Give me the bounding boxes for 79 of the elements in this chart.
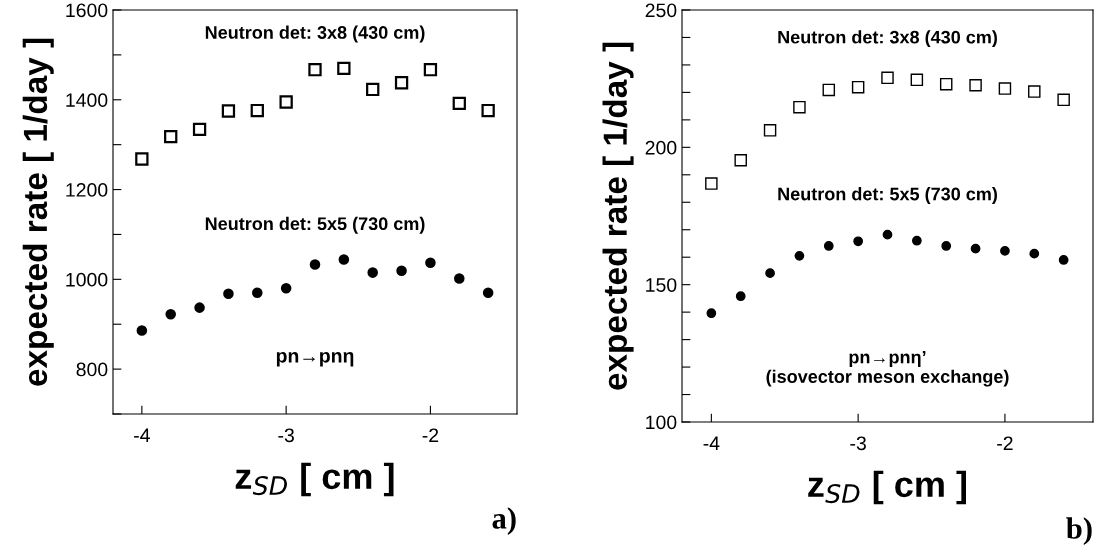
point xyxy=(454,273,465,284)
x-tick-label: -4 xyxy=(703,436,720,450)
point xyxy=(452,96,466,111)
point xyxy=(482,287,494,299)
point xyxy=(135,152,149,166)
point xyxy=(706,308,717,319)
point xyxy=(396,265,407,277)
point xyxy=(192,122,207,137)
point xyxy=(425,257,436,268)
point xyxy=(280,283,292,294)
x-tick-label: -3 xyxy=(850,436,866,451)
series-label: Neutron det: 5x5 (730 cm) xyxy=(205,216,425,234)
y-tick-label: 1200 xyxy=(66,183,108,197)
point xyxy=(939,77,953,91)
point xyxy=(911,235,922,246)
series-label: Neutron det: 5x5 (730 cm) xyxy=(778,187,997,204)
point xyxy=(394,76,409,90)
point xyxy=(941,241,952,251)
point xyxy=(763,124,777,137)
point xyxy=(308,63,322,77)
point xyxy=(823,241,834,251)
point xyxy=(165,309,176,320)
point xyxy=(853,236,864,247)
point xyxy=(969,79,982,92)
point xyxy=(1058,255,1069,265)
x-tick-label: -2 xyxy=(997,436,1013,450)
y-tick-label: 150 xyxy=(646,278,677,292)
point xyxy=(882,229,893,240)
y-tick-label: 1400 xyxy=(66,93,108,108)
y-tick-label: 1600 xyxy=(66,3,108,18)
point xyxy=(1028,85,1041,98)
y-tick-label: 200 xyxy=(645,140,677,155)
point xyxy=(194,302,205,313)
y-tick-label: 1000 xyxy=(66,272,108,287)
point xyxy=(164,129,178,144)
annotation: pn→pnη xyxy=(276,351,354,367)
point xyxy=(423,63,438,77)
x-axis-title: z$_{SD}$ [ cm ] xyxy=(235,462,394,497)
y-tick-label: 100 xyxy=(646,415,677,430)
point xyxy=(252,287,263,299)
y-tick-label: 250 xyxy=(645,3,677,18)
point xyxy=(970,243,981,254)
point xyxy=(735,291,746,302)
point xyxy=(765,268,775,278)
series-label: Neutron det: 3x8 (430 cm) xyxy=(205,25,425,43)
point xyxy=(221,104,236,118)
point xyxy=(1057,93,1070,107)
text: b) xyxy=(1066,517,1092,546)
series-label: Neutron det: 3x8 (430 cm) xyxy=(778,30,997,48)
y-axis-title: expected rate [ 1/day ] xyxy=(602,42,634,390)
point xyxy=(367,267,378,278)
point xyxy=(223,288,234,299)
x-tick-label: -3 xyxy=(278,428,294,443)
x-axis-title: z$_{SD}$ [ cm ] xyxy=(808,470,966,505)
point xyxy=(136,325,148,336)
point xyxy=(1029,248,1040,259)
point xyxy=(481,103,495,118)
point xyxy=(734,153,747,167)
point xyxy=(337,61,351,76)
point xyxy=(1000,246,1010,256)
point xyxy=(822,83,836,97)
point xyxy=(793,100,806,114)
text: a) xyxy=(492,507,516,535)
x-tick-label: -2 xyxy=(422,428,439,442)
point xyxy=(998,82,1012,95)
point xyxy=(881,71,894,85)
point xyxy=(366,82,380,97)
x-tick-label: -4 xyxy=(134,428,150,442)
point xyxy=(705,177,718,190)
point xyxy=(250,103,264,118)
point xyxy=(338,254,350,265)
point xyxy=(910,73,924,87)
y-tick-label: 800 xyxy=(76,362,108,377)
point xyxy=(851,80,865,94)
y-axis-title: expected rate [ 1/day ] xyxy=(22,38,54,386)
point xyxy=(309,259,321,270)
point xyxy=(279,95,293,109)
annotation: pn→pnη’ (isovector meson exchange) xyxy=(766,350,1009,387)
point xyxy=(794,250,805,261)
